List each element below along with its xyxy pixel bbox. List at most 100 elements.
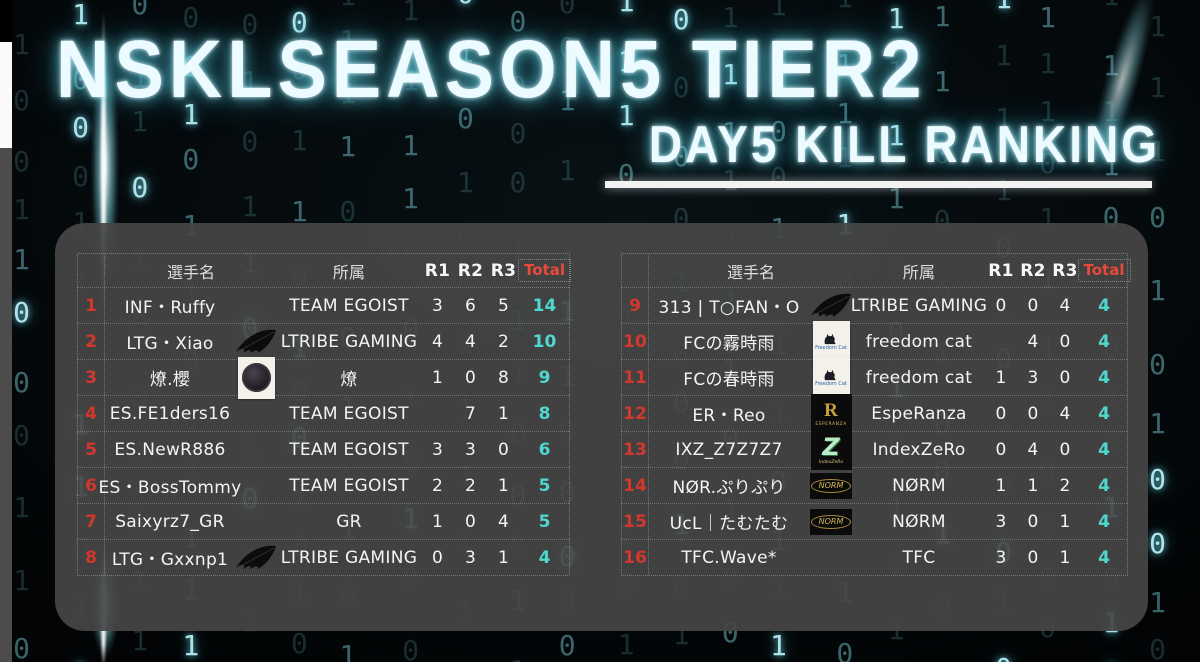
team-name: NØRM	[892, 475, 946, 496]
r2-value: 3	[464, 547, 477, 568]
matrix-digit: 1	[402, 182, 419, 216]
r3-value: 8	[497, 367, 510, 388]
player-name: Saixyrz7_GR	[115, 511, 225, 532]
r3-value: 4	[1059, 403, 1071, 424]
player-name: ES.NewR886	[114, 439, 226, 460]
r1-value: 0	[995, 439, 1007, 460]
ranking-row: 10 FCの霧時雨 Freedom Cat freedom cat 4 0 4	[622, 320, 1127, 363]
team-name: EspeRanza	[871, 403, 967, 424]
rank-cell: 6	[78, 468, 105, 503]
r2-value: 3	[1027, 367, 1039, 388]
total-value: 4	[1098, 367, 1110, 388]
team-header: 所属	[902, 262, 936, 282]
matrix-digit: 0	[241, 125, 259, 159]
total-value: 4	[1098, 331, 1110, 352]
rank-cell: 2	[78, 324, 105, 359]
total-value: 4	[1098, 295, 1110, 316]
r2-value: 7	[464, 403, 477, 424]
matrix-digit: 1	[558, 154, 576, 188]
team-name: LTRIBE GAMING	[850, 295, 988, 316]
matrix-digit: 1	[13, 563, 31, 597]
rank-cell: 15	[622, 504, 649, 539]
player-header: 選手名	[726, 262, 775, 282]
norm-logo: NORM	[810, 508, 852, 535]
matrix-digit: 1	[339, 130, 357, 164]
ranking-row: 4 ES.FE1ders16 TEAM EGOIST 7 1 8	[78, 395, 569, 431]
ranking-row: 15 UcL｜たむたむ NORM NØRM 3 0 1 4	[622, 503, 1127, 539]
ranking-row: 7 Saixyrz7_GR GR 1 0 4 5	[78, 503, 569, 539]
cat-icon	[824, 369, 836, 381]
r3-value: 1	[1059, 511, 1071, 532]
table-header-row: 選手名 所属 R1 R2 R3 Total	[622, 254, 1131, 287]
ryo-emblem-icon	[241, 363, 271, 392]
matrix-digit: 0	[13, 366, 31, 400]
r3-value: 4	[1059, 295, 1071, 316]
r2-value: 4	[464, 331, 477, 352]
matrix-digit: 0	[13, 632, 31, 662]
total-header-label: Total	[518, 259, 571, 282]
player-header: 選手名	[166, 262, 215, 282]
total-value: 4	[538, 547, 551, 568]
r3-value: 5	[497, 295, 510, 316]
matrix-digit: 1	[933, 65, 951, 99]
r1-value: 0	[995, 403, 1007, 424]
r3-value: 2	[1059, 475, 1071, 496]
screen-edge-strip-white	[0, 42, 12, 148]
indexzero-logo-caption: IndexZeRo	[818, 459, 844, 465]
indexzero-logo: Z IndexZeRo	[810, 429, 852, 470]
matrix-digit: 1	[1149, 71, 1166, 105]
r1-value: 2	[431, 475, 444, 496]
matrix-digit: 0	[1149, 200, 1166, 234]
indexzero-logo-letter: Z	[822, 432, 840, 461]
team-logo-cell: Z IndexZeRo	[809, 429, 853, 470]
rank-cell: 7	[78, 504, 105, 539]
total-value: 8	[538, 403, 551, 424]
ranking-row: 9 313 | T○FAN・O LTRIBE GAMING 0 0 4 4	[622, 287, 1127, 323]
ranking-row: 14 NØR.ぷりぷり NORM NØRM 1 1 2 4	[622, 467, 1127, 503]
player-name: NØR.ぷりぷり	[672, 478, 786, 498]
r2-header: R2	[457, 260, 484, 281]
matrix-digit: 0	[13, 83, 31, 117]
total-header: Total	[1077, 254, 1131, 287]
rank-cell: 3	[78, 360, 105, 395]
matrix-digit: 1	[836, 0, 853, 12]
r2-header: R2	[1020, 260, 1046, 281]
r3-header: R3	[1052, 260, 1078, 281]
team-name: LTRIBE GAMING	[280, 547, 418, 568]
r1-value: 3	[995, 511, 1007, 532]
r1-value: 0	[995, 295, 1007, 316]
matrix-digit: 1	[995, 0, 1012, 13]
norm-logo-caption: NORM	[810, 514, 852, 529]
matrix-digit: 0	[509, 165, 527, 199]
team-name: TEAM EGOIST	[289, 403, 409, 424]
matrix-digit: 0	[836, 636, 854, 662]
matrix-digit: 0	[457, 0, 474, 8]
matrix-digit: 1	[13, 193, 31, 227]
player-name: INF・Ruffy	[124, 298, 216, 318]
r2-value: 2	[464, 475, 477, 496]
total-value: 4	[1098, 439, 1110, 460]
freedom-cat-logo: Freedom Cat	[812, 320, 850, 363]
esperanza-logo: R ESPERANZA	[810, 393, 852, 434]
matrix-digit: 1	[13, 243, 31, 277]
r3-value: 2	[497, 331, 510, 352]
matrix-digit: 0	[182, 143, 200, 177]
matrix-digit: 1	[1149, 586, 1166, 620]
light-beam-top-right	[1065, 0, 1179, 212]
ranking-row: 2 LTG・Xiao LTRIBE GAMING 4 4 2 10	[78, 323, 569, 359]
ranking-row: 16 TFC.Wave* TFC 3 0 1 4	[622, 539, 1127, 575]
wing-icon	[235, 545, 277, 570]
r2-value: 0	[1027, 403, 1039, 424]
matrix-digit: 1	[290, 123, 308, 157]
ranking-row: 13 IXZ_Z7Z7Z7 Z IndexZeRo IndexZeRo 0 4 0 4	[622, 429, 1127, 470]
team-logo-cell	[235, 432, 277, 467]
esperanza-logo-caption: ESPERANZA	[815, 421, 847, 427]
team-name: freedom cat	[865, 331, 973, 352]
matrix-digit: 1	[1149, 274, 1166, 308]
matrix-digit: 0	[1149, 347, 1166, 381]
matrix-digit: 1	[13, 490, 31, 524]
r1-value: 4	[431, 331, 444, 352]
page-subtitle: DAY5 KILL RANKING	[648, 115, 1160, 174]
matrix-digit: 1	[241, 190, 259, 224]
r2-value: 6	[464, 295, 477, 316]
